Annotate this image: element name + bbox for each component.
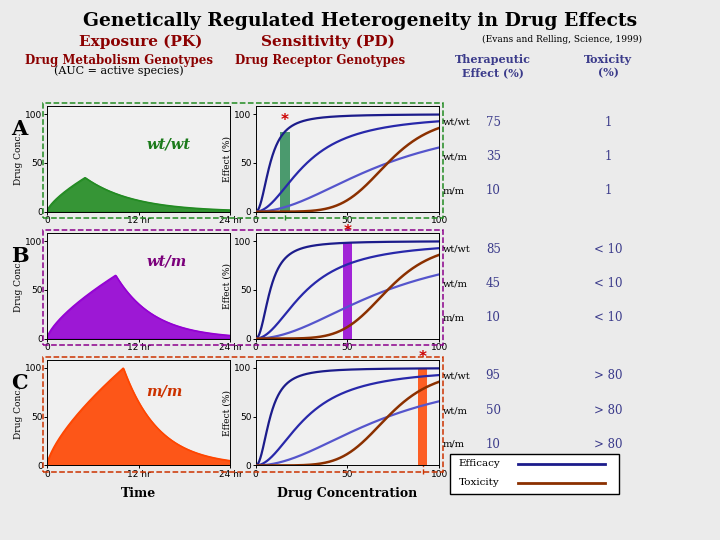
Bar [280, 132, 289, 212]
Text: 10: 10 [486, 311, 500, 324]
Text: 50: 50 [486, 404, 500, 417]
Text: Toxicity
(%): Toxicity (%) [585, 54, 632, 79]
Text: C: C [11, 373, 27, 393]
Text: Genetically Regulated Heterogeneity in Drug Effects: Genetically Regulated Heterogeneity in D… [83, 12, 637, 30]
Text: *: * [418, 349, 427, 364]
Text: A: A [11, 119, 27, 139]
Text: 75: 75 [486, 116, 500, 129]
Text: 95: 95 [486, 369, 500, 382]
Text: wt/wt: wt/wt [146, 137, 190, 151]
Bar [418, 368, 427, 465]
Text: wt/wt: wt/wt [443, 245, 471, 254]
Y-axis label: Drug Conc.: Drug Conc. [14, 387, 22, 439]
Text: 45: 45 [486, 278, 500, 291]
Text: Toxicity: Toxicity [459, 478, 500, 487]
Text: B: B [11, 246, 28, 266]
Text: Drug Concentration: Drug Concentration [277, 487, 418, 500]
Text: m/m: m/m [443, 313, 465, 322]
Text: *: * [281, 113, 289, 127]
Text: Therapeutic
Effect (%): Therapeutic Effect (%) [455, 54, 531, 79]
Text: Drug Metabolism Genotypes: Drug Metabolism Genotypes [24, 54, 213, 67]
Text: 1: 1 [605, 151, 612, 164]
Text: wt/m: wt/m [443, 279, 468, 288]
Text: < 10: < 10 [594, 242, 623, 255]
Text: Efficacy: Efficacy [459, 459, 500, 468]
Text: m/m: m/m [443, 440, 465, 449]
Y-axis label: Effect (%): Effect (%) [222, 136, 231, 182]
Text: *: * [343, 224, 351, 239]
Y-axis label: Effect (%): Effect (%) [222, 263, 231, 309]
Text: 10: 10 [486, 438, 500, 451]
Text: Time: Time [121, 487, 156, 500]
Text: wt/wt: wt/wt [443, 118, 471, 127]
Bar [343, 243, 352, 339]
Text: < 10: < 10 [594, 278, 623, 291]
Text: wt/m: wt/m [146, 254, 186, 268]
Text: 85: 85 [486, 242, 500, 255]
Text: 1: 1 [605, 184, 612, 197]
Y-axis label: Drug Conc.: Drug Conc. [14, 133, 22, 185]
Text: < 10: < 10 [594, 311, 623, 324]
Text: (AUC = active species): (AUC = active species) [54, 66, 184, 77]
Text: > 80: > 80 [594, 369, 623, 382]
Text: > 80: > 80 [594, 404, 623, 417]
Y-axis label: Drug Conc.: Drug Conc. [14, 260, 22, 312]
Text: wt/m: wt/m [443, 406, 468, 415]
Text: (Evans and Relling, Science, 1999): (Evans and Relling, Science, 1999) [482, 35, 642, 44]
Y-axis label: Effect (%): Effect (%) [222, 390, 231, 436]
Text: > 80: > 80 [594, 438, 623, 451]
Text: 10: 10 [486, 184, 500, 197]
Text: Drug Receptor Genotypes: Drug Receptor Genotypes [235, 54, 405, 67]
Text: wt/m: wt/m [443, 152, 468, 161]
Text: m/m: m/m [146, 384, 183, 399]
Text: 1: 1 [605, 116, 612, 129]
Text: 35: 35 [486, 151, 500, 164]
Text: m/m: m/m [443, 186, 465, 195]
Text: Exposure (PK): Exposure (PK) [78, 35, 202, 50]
Text: Sensitivity (PD): Sensitivity (PD) [261, 35, 395, 50]
Text: wt/wt: wt/wt [443, 372, 471, 381]
